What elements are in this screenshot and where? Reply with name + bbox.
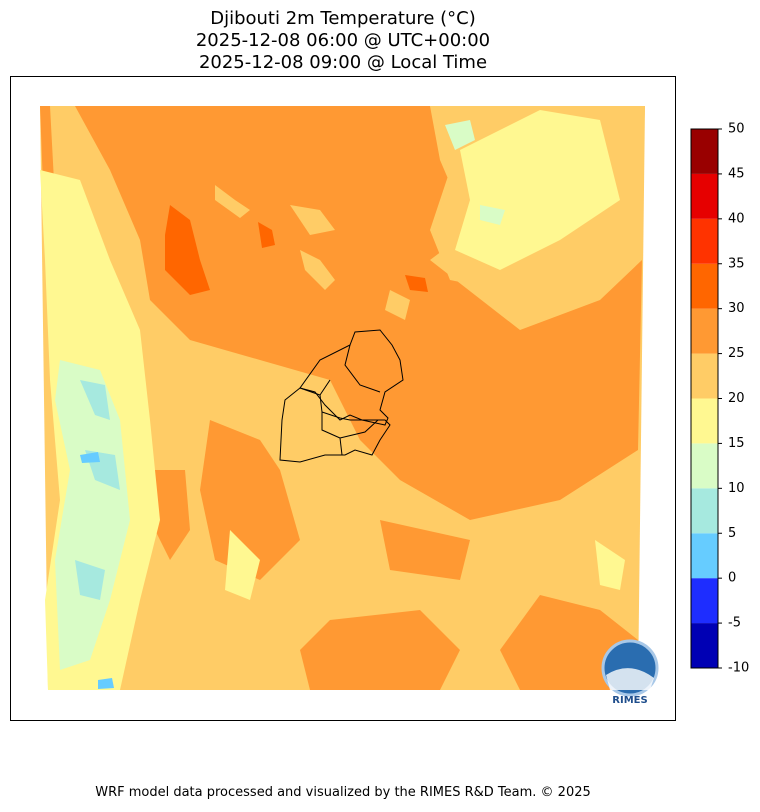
contour-region bbox=[200, 420, 300, 580]
colorbar-segment bbox=[691, 218, 718, 264]
contour-region bbox=[80, 452, 100, 463]
contour-region bbox=[300, 250, 335, 290]
logo-text: RIMES bbox=[612, 695, 647, 706]
contour-region bbox=[225, 530, 260, 600]
contour-region bbox=[165, 205, 210, 295]
title-line: 2025-12-08 09:00 @ Local Time bbox=[199, 52, 487, 73]
contour-region bbox=[300, 610, 460, 690]
colorbar-tick-label: 25 bbox=[728, 346, 745, 361]
colorbar-tick-label: 20 bbox=[728, 391, 745, 406]
colorbar-segment bbox=[691, 308, 718, 354]
colorbar-segment bbox=[691, 578, 718, 624]
colorbar-tick-label: 10 bbox=[728, 481, 745, 496]
colorbar-segment bbox=[691, 623, 718, 668]
colorbar-segment bbox=[691, 353, 718, 399]
title-line: 2025-12-08 06:00 @ UTC+00:00 bbox=[196, 30, 490, 51]
colorbar-tick-label: 15 bbox=[728, 436, 745, 451]
contour-region bbox=[258, 222, 275, 248]
title-line: Djibouti 2m Temperature (°C) bbox=[210, 8, 476, 29]
colorbar-tick-label: 35 bbox=[728, 256, 745, 271]
colorbar-segment bbox=[691, 488, 718, 534]
colorbar-segment bbox=[691, 533, 718, 579]
contour-region bbox=[75, 560, 105, 600]
contour-region bbox=[480, 205, 505, 225]
contour-region bbox=[405, 275, 428, 292]
colorbar-segment bbox=[691, 129, 718, 174]
colorbar-tick-label: 40 bbox=[728, 211, 745, 226]
logo: RIMES bbox=[601, 639, 659, 706]
colorbar-tick-label: 30 bbox=[728, 301, 745, 316]
border bbox=[279, 387, 391, 463]
contour-region bbox=[385, 290, 410, 320]
contour-region bbox=[80, 380, 110, 420]
contour-region bbox=[98, 678, 114, 689]
colorbar-segment bbox=[691, 173, 718, 219]
temperature-field bbox=[40, 106, 645, 690]
colorbar-segment bbox=[691, 398, 718, 444]
contour-region bbox=[55, 360, 130, 670]
colorbar-tick-label: -10 bbox=[728, 661, 749, 676]
contour-region bbox=[445, 120, 475, 150]
colorbar-tick-label: 45 bbox=[728, 166, 745, 181]
colorbar-segment bbox=[691, 263, 718, 309]
colorbar-tick-label: 0 bbox=[728, 571, 736, 586]
contour-region bbox=[455, 110, 620, 270]
colorbar-tick-label: 5 bbox=[728, 526, 736, 541]
colorbar-tick-label: -5 bbox=[728, 616, 741, 631]
colorbar-segment bbox=[691, 443, 718, 489]
border bbox=[319, 344, 381, 456]
contour-region bbox=[150, 470, 190, 560]
footer: WRF model data processed and visualized … bbox=[95, 785, 591, 800]
contour-region bbox=[595, 540, 625, 590]
contour-region bbox=[380, 520, 470, 580]
contour-region bbox=[290, 205, 335, 235]
contour-region bbox=[215, 185, 250, 218]
colorbar: -10 -5 0 5 10 15 20 25 30 35 40 45 50 bbox=[690, 122, 749, 676]
contour-region bbox=[75, 106, 642, 520]
colorbar-tick-label: 50 bbox=[728, 122, 745, 137]
